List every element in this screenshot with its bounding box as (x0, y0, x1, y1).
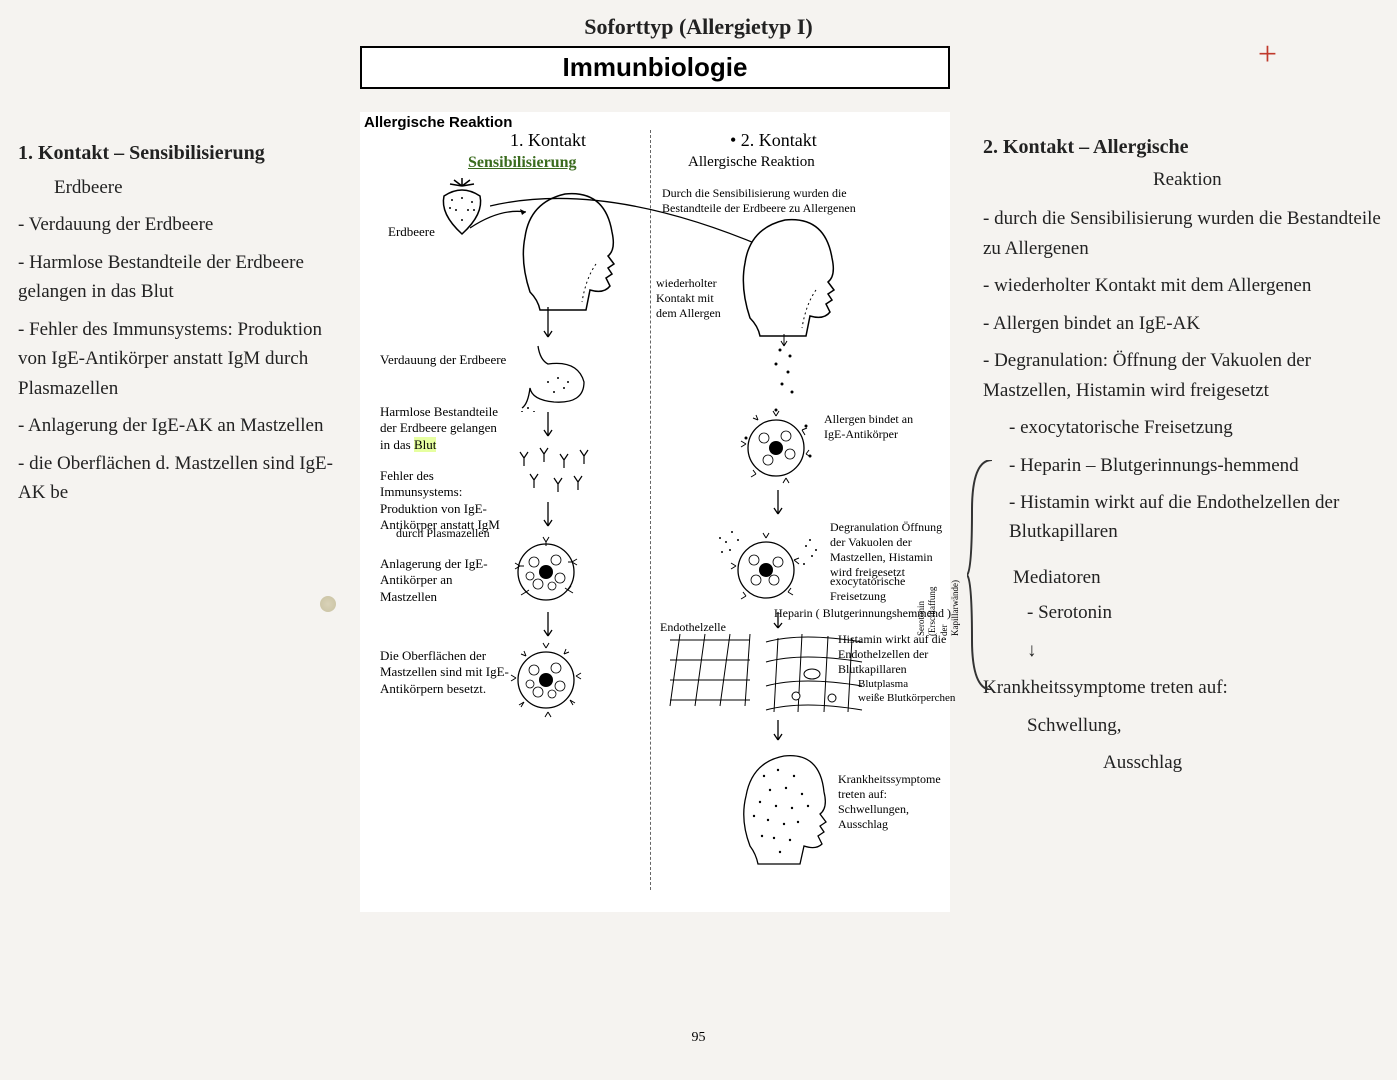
endothel-tissue-icon (660, 630, 760, 710)
right-notes: 2. Kontakt – Allergische Reaktion - durc… (983, 132, 1383, 785)
col1-title: 1. Kontakt (510, 130, 586, 151)
left-notes: 1. Kontakt – Sensibilisierung Erdbeere -… (18, 138, 348, 515)
caption: Krankheitssymptome treten auf: Schwellun… (838, 772, 948, 832)
left-heading: 1. Kontakt – Sensibilisierung (18, 138, 348, 169)
brace-item: Schwellung, (1027, 711, 1383, 740)
mediatoren-label: Mediatoren (1013, 563, 1383, 592)
head-profile-2-icon (720, 208, 850, 338)
right-subitem: - exocytatorische Freisetzung (1009, 413, 1383, 442)
symptom-head-icon (724, 746, 834, 866)
caption-hw: durch Plasmazellen (396, 526, 516, 541)
diagram-title: Allergische Reaktion (364, 114, 512, 131)
caption: Fehler des Immunsystems: Produktion von … (380, 468, 510, 533)
brace-icon (967, 460, 997, 690)
brace-item: Krankheitssymptome treten auf: (983, 673, 1383, 702)
brace-item: Ausschlag (1103, 748, 1383, 777)
mast-cell-icon (506, 532, 586, 612)
right-heading-2: Reaktion (1153, 165, 1383, 194)
col2-title: • 2. Kontakt (730, 130, 817, 151)
right-item: - Allergen bindet an IgE-AK (983, 309, 1383, 338)
arrow-down-icon (772, 490, 784, 520)
caption: Die Oberflächen der Mastzellen sind mit … (380, 648, 510, 697)
caption: Endothelzelle (660, 620, 740, 635)
col2-subtitle: Allergische Reaktion (688, 154, 815, 171)
top-title: Soforttyp (Allergietyp I) (584, 14, 813, 40)
arrow-down-icon (772, 720, 784, 746)
left-item: - die Oberflächen d. Mastzellen sind IgE… (18, 449, 348, 508)
arrow-down-icon (542, 502, 554, 532)
banner-title: Immunbiologie (360, 46, 950, 89)
arrow-down-icon (542, 412, 554, 442)
caption: weiße Blutkörperchen (858, 692, 958, 706)
arrow-down-icon (542, 307, 554, 345)
degranulation-icon (716, 522, 826, 612)
caption: Durch die Sensibilisierung wurden die Be… (662, 186, 872, 216)
caption-rotated: Serotonin (Erschlaffung der Kapillarwänd… (916, 622, 961, 636)
punch-hole-icon (320, 596, 336, 612)
right-item: - wiederholter Kontakt mit dem Allergene… (983, 271, 1383, 300)
diagram: Allergische Reaktion 1. Kontakt Sensibil… (360, 112, 950, 912)
page-number: 95 (692, 1030, 706, 1046)
brace-item: - Serotonin (1027, 598, 1383, 627)
red-plus-mark: + (1258, 36, 1277, 74)
mast-cell-coated-icon (506, 640, 586, 720)
caption: Allergen bindet an IgE-Antikörper (824, 412, 924, 442)
arrow-down-icon (542, 612, 554, 642)
left-subheading: Erdbeere (54, 173, 348, 202)
right-subitem: - Histamin wirkt auf die Endothelzellen … (1009, 488, 1383, 547)
brace-arrow: ↓ (1027, 636, 1383, 665)
right-item: - Degranulation: Öffnung der Vakuolen de… (983, 346, 1383, 405)
caption: Anlagerung der IgE-Antikörper an Mastzel… (380, 556, 510, 605)
stomach-icon (518, 342, 598, 412)
caption: Degranulation Öffnung der Vakuolen der M… (830, 520, 950, 580)
left-item: - Verdauung der Erdbeere (18, 210, 348, 239)
caption: Histamin wirkt auf die Endothelzellen de… (838, 632, 948, 677)
arrow-down-icon (772, 612, 784, 632)
arrow-down-icon (778, 334, 790, 350)
page: Soforttyp (Allergietyp I) Immunbiologie … (0, 0, 1397, 1080)
left-item: - Harmlose Bestandteile der Erdbeere gel… (18, 248, 348, 307)
left-item: - Anlagerung der IgE-AK an Mastzellen (18, 411, 348, 440)
erdbeere-label: Erdbeere (388, 224, 435, 240)
col1-subtitle: Sensibilisierung (468, 154, 576, 172)
caption: Blutplasma (858, 678, 948, 692)
caption: wiederholter Kontakt mit dem Allergen (656, 276, 736, 321)
right-heading: 2. Kontakt – Allergische (983, 132, 1383, 163)
antibodies-icon (510, 442, 600, 502)
right-item: - durch die Sensibilisierung wurden die … (983, 204, 1383, 263)
allergen-dots-icon (760, 344, 810, 404)
right-subitem: - Heparin – Blutgerinnungs-hemmend (1009, 451, 1383, 480)
caption-blut: Harmlose Bestandteile der Erdbeere gelan… (380, 404, 500, 453)
mast-cell-icon (736, 408, 816, 488)
caption: Verdauung der Erdbeere (380, 352, 510, 368)
caption-hw: Heparin ( Blutgerinnungshemmend ) (774, 606, 974, 621)
left-item: - Fehler des Immunsystems: Produktion vo… (18, 315, 348, 403)
